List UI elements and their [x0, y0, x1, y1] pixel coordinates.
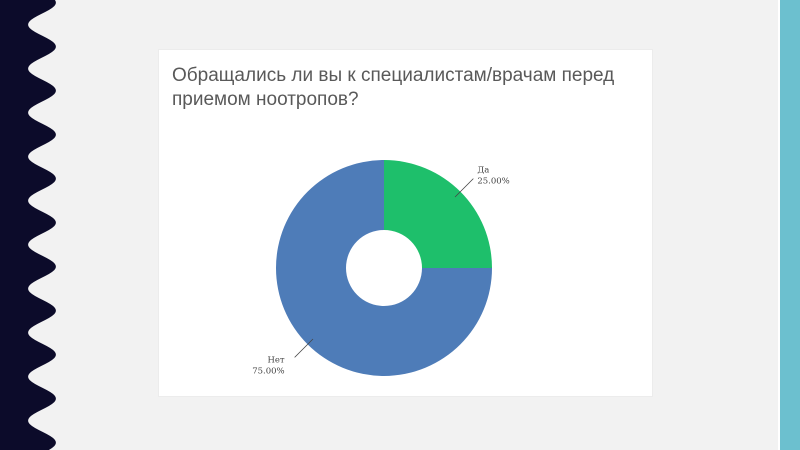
slice-label-1: Нет [267, 355, 284, 365]
slice-value-0: 25.00% [477, 177, 509, 187]
leader-line-0 [454, 178, 474, 198]
leader-line-1 [294, 338, 314, 358]
slice-label-0: Да [477, 166, 489, 176]
right-accent-bar [780, 0, 800, 450]
chart-card: Обращались ли вы к специалистам/врачам п… [159, 50, 652, 396]
donut-slice-1 [276, 160, 492, 376]
donut-slice-0 [384, 160, 492, 268]
slice-value-1: 75.00% [252, 366, 284, 376]
wavy-left-band [0, 0, 56, 450]
chart-title: Обращались ли вы к специалистам/врачам п… [172, 65, 615, 110]
right-accent-divider [778, 0, 780, 450]
